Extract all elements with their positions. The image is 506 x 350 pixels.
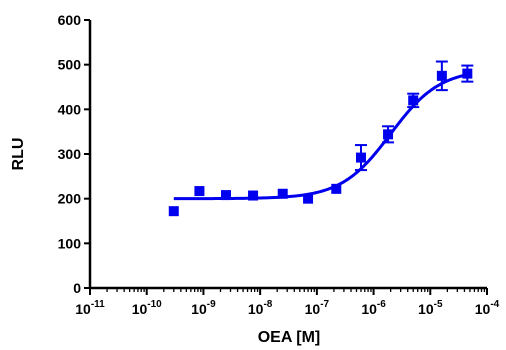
y-tick-label: 600 [58, 12, 82, 28]
fit-curve [173, 73, 468, 201]
x-ticks: 10-11 10-10 10-9 10-8 10-7 10-6 10-5 10-4 [75, 288, 500, 317]
y-axis-title: RLU [10, 138, 27, 171]
plot-area [168, 60, 474, 217]
y-axis: 0 100 200 300 400 500 600 [58, 12, 92, 296]
y-tick-label: 200 [58, 191, 82, 207]
x-tick-label: 10-10 [132, 299, 162, 317]
x-axis-title: OEA [M] [258, 329, 321, 346]
y-tick-label: 400 [58, 101, 82, 117]
data-point [303, 193, 314, 204]
x-tick-label: 10-11 [75, 299, 105, 317]
data-point [436, 70, 447, 81]
y-tick-label: 500 [58, 57, 82, 73]
data-point [462, 68, 473, 79]
y-tick-label: 100 [58, 235, 82, 251]
data-point [331, 183, 342, 194]
x-tick-label: 10-5 [418, 299, 443, 317]
data-point [355, 152, 366, 163]
data-point [277, 188, 288, 199]
data-point [383, 129, 394, 140]
x-tick-label: 10-8 [248, 299, 273, 317]
y-ticks: 0 100 200 300 400 500 600 [58, 12, 90, 296]
data-point [168, 206, 179, 217]
x-tick-label: 10-4 [475, 299, 500, 317]
data-point [248, 190, 259, 201]
data-point [220, 190, 231, 201]
x-tick-label: 10-7 [305, 299, 330, 317]
x-tick-label: 10-9 [191, 299, 216, 317]
x-tick-label: 10-6 [361, 299, 386, 317]
y-tick-label: 300 [58, 146, 82, 162]
data-point [194, 186, 205, 197]
data-point [408, 95, 419, 106]
y-tick-label: 0 [73, 280, 81, 296]
x-axis: 10-11 10-10 10-9 10-8 10-7 10-6 10-5 10-4 [75, 286, 500, 317]
